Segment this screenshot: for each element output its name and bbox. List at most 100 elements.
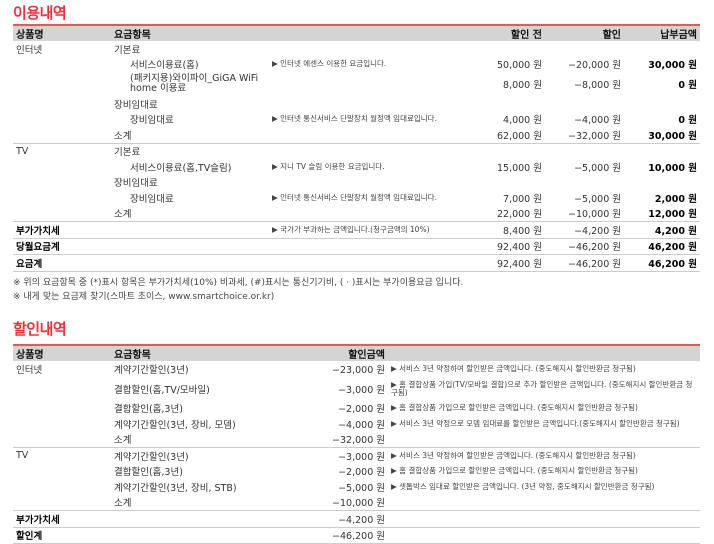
- payment-amount: 46,200 원: [624, 254, 700, 272]
- product-name: 부가가치세: [13, 221, 111, 239]
- discount-amount: −32,000 원: [271, 431, 388, 448]
- table-row: 소계 22,000 원 −10,000 원 12,000 원: [13, 205, 700, 222]
- product-name: [13, 127, 111, 144]
- amount-before-discount: 8,000 원: [503, 80, 542, 91]
- table-row: (패키지용)와이파이_GiGA WiFi home 이용료 8,000 원 −8,0…: [13, 72, 700, 96]
- table-row: 당월요금계 92,400 원 −46,200 원 46,200 원: [13, 238, 700, 255]
- fee-item: 장비임대료: [114, 178, 158, 190]
- payment-amount: [624, 175, 700, 191]
- fee-item: 서비스이용료(홈): [130, 60, 199, 72]
- discount-description: ▶ 홈 결합상품 가입으로 할인받은 금액입니다. (중도해지시 할인반환금 청…: [391, 403, 638, 413]
- fee-item: 장비임대료: [130, 193, 174, 205]
- discount-amount: [545, 175, 624, 191]
- amount-before-discount: 4,000 원: [503, 115, 542, 127]
- discount-amount: −4,200 원: [271, 510, 388, 528]
- product-name: [13, 72, 111, 96]
- discount-amount: −5,000 원: [338, 482, 385, 494]
- product-name: 요금계: [13, 254, 111, 272]
- discount-item: 계약기간할인(3년): [114, 364, 189, 376]
- payment-amount: 12,000 원: [624, 205, 700, 222]
- fee-description: ▶ 인터넷 에센스 이용한 요금입니다.: [272, 59, 387, 69]
- header-desc: [388, 345, 700, 361]
- discount-amount: −4,000 원: [574, 115, 621, 127]
- discount-item: 결합할인(홈,3년): [114, 467, 183, 479]
- amount-before-discount: 92,400 원: [469, 238, 545, 255]
- table-row: 결합할인(홈,3년) −2,000 원 ▶ 홈 결합상품 가입으로 할인받은 금액입…: [13, 401, 700, 417]
- amount-before-discount: [469, 96, 545, 112]
- fee-item: [111, 254, 269, 272]
- discount-amount: −10,000 원: [545, 205, 624, 222]
- table-row: 서비스이용료(홈) ▶ 인터넷 에센스 이용한 요금입니다. 50,000 원 −20…: [13, 57, 700, 73]
- payment-amount: [624, 143, 700, 159]
- discount-amount: −2,000 원: [338, 404, 385, 416]
- discount-amount: −5,000 원: [574, 162, 621, 174]
- fee-description: ▶ 지니 TV 슬림 이용한 요금입니다.: [272, 161, 385, 171]
- discount-amount: −3,000 원: [338, 451, 385, 463]
- payment-amount: 10,000 원: [648, 162, 697, 174]
- product-name: [13, 377, 111, 401]
- amount-before-discount: 92,400 원: [469, 254, 545, 272]
- discount-description: [388, 494, 700, 511]
- discount-amount: [545, 41, 624, 57]
- table-row: 소계 −32,000 원: [13, 431, 700, 448]
- discount-description: ▶ 홈 결합상품 가입으로 할인받은 금액입니다. (중도해지시 할인반환금 청…: [391, 466, 638, 476]
- fee-description: [269, 143, 469, 159]
- note: ※ 위의 요금항목 중 (*)표시 항목은 부가가치세(10%) 비과세, (#…: [13, 278, 464, 288]
- payment-amount: 0 원: [678, 115, 697, 127]
- product-name: [13, 401, 111, 417]
- amount-before-discount: 50,000 원: [496, 60, 542, 72]
- fee-description: ▶ 인터넷 통신서비스 단말장치 월정액 임대료입니다.: [272, 192, 437, 202]
- product-name: 인터넷: [16, 364, 43, 376]
- usage-table: 상품명 요금항목 할인 전 할인 납부금액 인터넷 기본료 서비스이용료(홈) ▶ 인…: [13, 24, 700, 272]
- amount-before-discount: 8,400 원: [469, 221, 545, 239]
- table-row: 결합할인(홈,TV/모바일) −3,000 원 ▶ 홈 결합상품 가입(TV/모바일…: [13, 377, 700, 401]
- header-discount: 할인: [602, 30, 621, 41]
- product-name: [13, 96, 111, 112]
- table-row: 결합할인(홈,3년) −2,000 원 ▶ 홈 결합상품 가입으로 할인받은 금액입…: [13, 464, 700, 480]
- payment-amount: [624, 96, 700, 112]
- discount-title: 할인내역: [13, 320, 67, 338]
- discount-amount: −20,000 원: [568, 60, 621, 72]
- payment-amount: 46,200 원: [624, 238, 700, 255]
- fee-description: [269, 96, 469, 112]
- amount-before-discount: [469, 143, 545, 159]
- discount-description: ▶ 서비스 3년 약정하여 할인받은 금액입니다. (중도해지시 할인반환금 청…: [391, 450, 636, 460]
- discount-amount: −32,000 원: [545, 127, 624, 144]
- discount-description: ▶ 서비스 3년 약정으로 모뎀 임대료를 할인받은 금액입니다.(중도해지시 …: [391, 418, 680, 428]
- fee-description: ▶ 국가가 부과하는 금액입니다.(청구금액의 10%): [269, 221, 469, 239]
- amount-before-discount: [469, 175, 545, 191]
- discount-amount: [545, 143, 624, 159]
- fee-item: (패키지용)와이파이_GiGA WiFi home 이용료: [130, 73, 259, 94]
- discount-item: [111, 527, 271, 544]
- table-row: 장비임대료 ▶ 인터넷 통신서비스 단말장치 월정액 임대료입니다. 7,000 원…: [13, 190, 700, 206]
- table-row: 계약기간할인(3년, 장비, 모뎀) −4,000 원 ▶ 서비스 3년 약정으로 …: [13, 416, 700, 432]
- product-name: [13, 175, 111, 191]
- amount-before-discount: 7,000 원: [503, 193, 542, 205]
- payment-amount: 2,000 원: [654, 193, 697, 205]
- usage-header-row: 상품명 요금항목 할인 전 할인 납부금액: [13, 25, 700, 41]
- product-name: [13, 190, 111, 206]
- table-row: TV 계약기간할인(3년) −3,000 원 ▶ 서비스 3년 약정하여 할인받은 금…: [13, 448, 700, 464]
- fee-item: 소계: [111, 127, 269, 144]
- header-item: 요금항목: [114, 350, 151, 361]
- discount-description: [388, 510, 700, 528]
- product-name: [13, 479, 111, 495]
- fee-description: [269, 205, 469, 222]
- product-name: [13, 416, 111, 432]
- discount-item: 소계: [111, 431, 271, 448]
- fee-description: [269, 238, 469, 255]
- product-name: [13, 205, 111, 222]
- table-row: 소계 −10,000 원: [13, 494, 700, 511]
- payment-amount: 30,000 원: [648, 60, 697, 72]
- table-row: 부가가치세 ▶ 국가가 부과하는 금액입니다.(청구금액의 10%) 8,400 원…: [13, 221, 700, 239]
- discount-amount: −23,000 원: [332, 364, 385, 376]
- discount-amount: [545, 96, 624, 112]
- table-row: 서비스이용료(홈,TV슬림) ▶ 지니 TV 슬림 이용한 요금입니다. 15,00…: [13, 159, 700, 175]
- fee-description: [269, 72, 469, 96]
- note: ※ 내게 맞는 요금제 찾기(스마트 초이스, www.smartchoice.…: [13, 292, 275, 302]
- fee-item: 서비스이용료(홈,TV슬림): [130, 162, 232, 174]
- fee-item: 장비임대료: [114, 99, 158, 111]
- fee-item: 기본료: [114, 147, 141, 159]
- fee-item: 기본료: [114, 44, 141, 56]
- discount-description: ▶ 셋톱박스 임대료 할인받은 금액입니다. (3년 약정, 중도해지시 할인반…: [391, 481, 655, 491]
